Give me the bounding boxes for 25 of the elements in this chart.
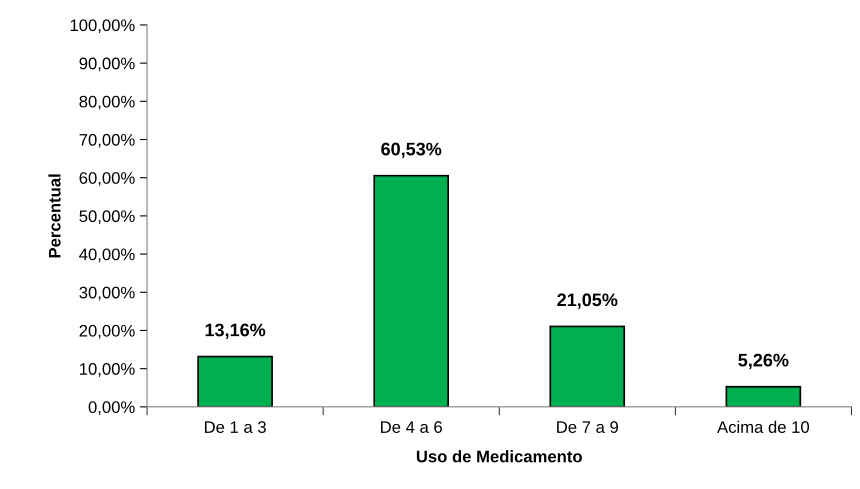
data-label: 21,05% <box>557 293 618 309</box>
x-axis-title: Uso de Medicamento <box>416 450 582 462</box>
y-tick-label: 60,00% <box>80 172 135 186</box>
y-tick-label: 100,00% <box>70 19 135 34</box>
x-tick-label: De 1 a 3 <box>204 421 266 433</box>
y-tick-label: 40,00% <box>79 248 135 262</box>
y-tick-label: 20,00% <box>80 324 135 339</box>
bar <box>549 326 626 407</box>
y-axis-title: Percentual <box>48 174 61 258</box>
y-tick-label: 50,00% <box>79 210 135 224</box>
bar <box>197 356 273 407</box>
bar <box>373 174 449 407</box>
y-tick-label: 30,00% <box>79 286 135 300</box>
y-tick-label: 10,00% <box>80 363 135 377</box>
y-tick-label: 0,00% <box>88 401 135 416</box>
y-tick-label: 70,00% <box>80 134 135 148</box>
x-tick-label: De 7 a 9 <box>557 421 618 433</box>
x-tick-label: De 4 a 6 <box>381 421 442 433</box>
y-tick-label: 80,00% <box>79 96 135 110</box>
y-tick-label: 90,00% <box>80 58 135 72</box>
data-label: 5,26% <box>738 354 788 370</box>
bar <box>726 386 802 407</box>
data-label: 13,16% <box>206 324 266 339</box>
x-tick-label: Acima de 10 <box>717 420 810 433</box>
data-label: 60,53% <box>381 142 442 158</box>
